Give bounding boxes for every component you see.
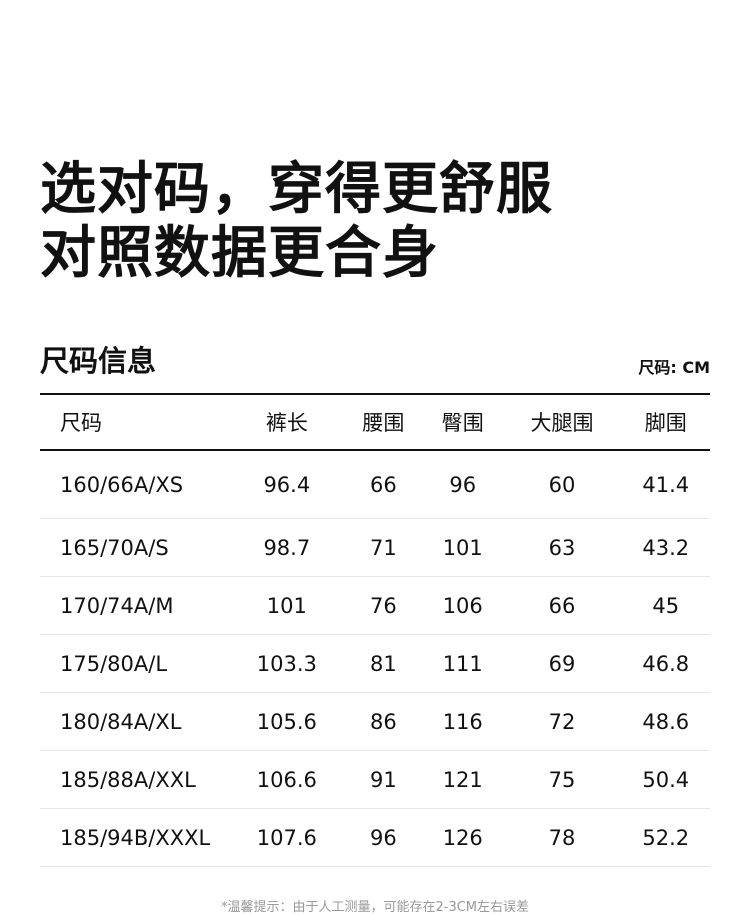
- table-cell: 103.3: [230, 634, 344, 693]
- table-cell: 86: [343, 692, 424, 751]
- table-top-rule: [40, 393, 710, 395]
- col-waist: 腰围: [362, 411, 405, 435]
- table-cell: 160/66A/XS: [40, 449, 230, 519]
- table-row: 170/74A/M 101 76 106 66 45: [40, 576, 710, 635]
- table-cell: 96: [343, 808, 424, 867]
- table-cell: 111: [423, 634, 503, 693]
- col-thigh: 大腿围: [530, 411, 594, 435]
- table-cell: 78: [502, 808, 622, 867]
- table-row: 185/88A/XXL 106.6 91 121 75 50.4: [40, 750, 710, 809]
- table-cell: 91: [343, 750, 424, 809]
- table-cell: 52.2: [621, 808, 710, 867]
- table-row: 175/80A/L 103.3 81 111 69 46.8: [40, 634, 710, 693]
- table-cell: 96: [423, 449, 503, 519]
- unit-label: 尺码: CM: [638, 358, 710, 377]
- table-cell: 63: [502, 518, 622, 577]
- table-cell: 170/74A/M: [40, 576, 230, 635]
- headline-line-1: 选对码，穿得更舒服: [40, 157, 553, 222]
- table-cell: 66: [343, 449, 424, 519]
- col-size: 尺码: [60, 411, 102, 435]
- table-cell: 50.4: [621, 750, 710, 809]
- measurement-note: *温馨提示：由于人工测量，可能存在2-3CM左右误差: [220, 900, 530, 915]
- headline-line-2: 对照数据更合身: [40, 221, 439, 286]
- table-row: 165/70A/S 98.7 71 101 63 43.2: [40, 518, 710, 577]
- table-row: 160/66A/XS 96.4 66 96 60 41.4: [40, 449, 710, 519]
- table-row: 180/84A/XL 105.6 86 116 72 48.6: [40, 692, 710, 751]
- section-title: 尺码信息: [40, 344, 157, 378]
- table-cell: 98.7: [230, 518, 344, 577]
- table-cell: 116: [423, 692, 503, 751]
- table-cell: 43.2: [621, 518, 710, 577]
- table-cell: 72: [502, 692, 622, 751]
- table-cell: 106.6: [230, 750, 344, 809]
- table-cell: 46.8: [621, 634, 710, 693]
- table-cell: 185/88A/XXL: [40, 750, 230, 809]
- table-cell: 121: [423, 750, 503, 809]
- table-cell: 75: [502, 750, 622, 809]
- table-cell: 81: [343, 634, 424, 693]
- table-cell: 41.4: [621, 449, 710, 519]
- table-cell: 180/84A/XL: [40, 692, 230, 751]
- table-cell: 185/94B/XXXL: [40, 808, 230, 867]
- table-cell: 96.4: [230, 449, 344, 519]
- table-cell: 45: [621, 576, 710, 635]
- table-row: 185/94B/XXXL 107.6 96 126 78 52.2: [40, 808, 710, 867]
- table-cell: 71: [343, 518, 424, 577]
- table-cell: 165/70A/S: [40, 518, 230, 577]
- table-cell: 106: [423, 576, 503, 635]
- table-cell: 48.6: [621, 692, 710, 751]
- table-cell: 105.6: [230, 692, 344, 751]
- col-length: 裤长: [265, 411, 308, 435]
- table-header: 尺码 裤长 腰围 臀围 大腿围 脚围: [40, 395, 710, 449]
- table-cell: 126: [423, 808, 503, 867]
- size-table: 尺码 裤长 腰围 臀围 大腿围 脚围 160/66A/XS 96.4 66 96 60 4…: [40, 395, 710, 867]
- col-hip: 臀围: [441, 411, 484, 435]
- table-cell: 60: [502, 449, 622, 519]
- table-cell: 175/80A/L: [40, 634, 230, 693]
- table-cell: 66: [502, 576, 622, 635]
- table-cell: 107.6: [230, 808, 344, 867]
- table-cell: 69: [502, 634, 622, 693]
- table-cell: 101: [230, 576, 344, 635]
- table-cell: 76: [343, 576, 424, 635]
- table-cell: 101: [423, 518, 503, 577]
- col-hem: 脚围: [644, 411, 687, 435]
